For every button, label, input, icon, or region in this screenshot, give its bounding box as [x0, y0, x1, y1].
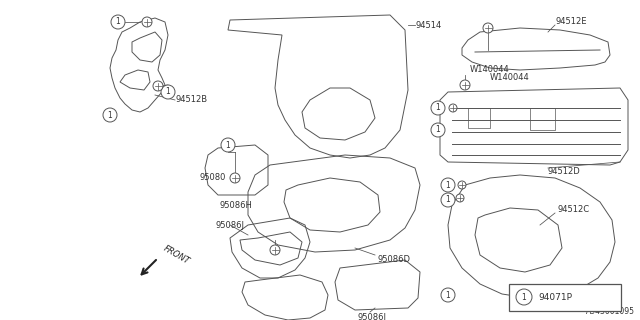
Text: 1: 1: [226, 140, 230, 149]
Text: 95086J: 95086J: [215, 220, 244, 229]
Circle shape: [456, 194, 464, 202]
Text: FRONT: FRONT: [162, 244, 191, 266]
Circle shape: [441, 178, 455, 192]
Text: 94071P: 94071P: [538, 292, 572, 301]
Circle shape: [516, 289, 532, 305]
Text: 94514: 94514: [415, 20, 441, 29]
Text: 1: 1: [108, 110, 113, 119]
Circle shape: [431, 123, 445, 137]
Circle shape: [103, 108, 117, 122]
Text: 94512D: 94512D: [548, 167, 580, 177]
Text: 94512B: 94512B: [175, 95, 207, 105]
Circle shape: [441, 193, 455, 207]
Text: 95086I: 95086I: [358, 314, 387, 320]
Text: 1: 1: [445, 196, 451, 204]
Circle shape: [161, 85, 175, 99]
Circle shape: [483, 23, 493, 33]
Text: 1: 1: [166, 87, 170, 97]
Text: A943001095: A943001095: [586, 308, 635, 316]
Text: 1: 1: [522, 292, 526, 301]
Circle shape: [230, 173, 240, 183]
Text: 1: 1: [436, 125, 440, 134]
Text: 1: 1: [436, 103, 440, 113]
Circle shape: [270, 245, 280, 255]
Circle shape: [449, 104, 457, 112]
Circle shape: [153, 81, 163, 91]
Text: 94512C: 94512C: [558, 205, 590, 214]
Text: 1: 1: [445, 180, 451, 189]
Text: 95080: 95080: [200, 173, 227, 182]
Circle shape: [441, 288, 455, 302]
Circle shape: [142, 17, 152, 27]
Circle shape: [460, 80, 470, 90]
Circle shape: [221, 138, 235, 152]
Text: 1: 1: [116, 18, 120, 27]
Circle shape: [458, 181, 466, 189]
Circle shape: [431, 101, 445, 115]
Text: 95086H: 95086H: [220, 201, 253, 210]
Text: 95086D: 95086D: [378, 255, 411, 265]
Text: W140044: W140044: [470, 66, 509, 75]
FancyBboxPatch shape: [509, 284, 621, 311]
Circle shape: [111, 15, 125, 29]
Text: 94512E: 94512E: [555, 18, 586, 27]
Text: 1: 1: [445, 291, 451, 300]
Text: W140044: W140044: [490, 74, 530, 83]
